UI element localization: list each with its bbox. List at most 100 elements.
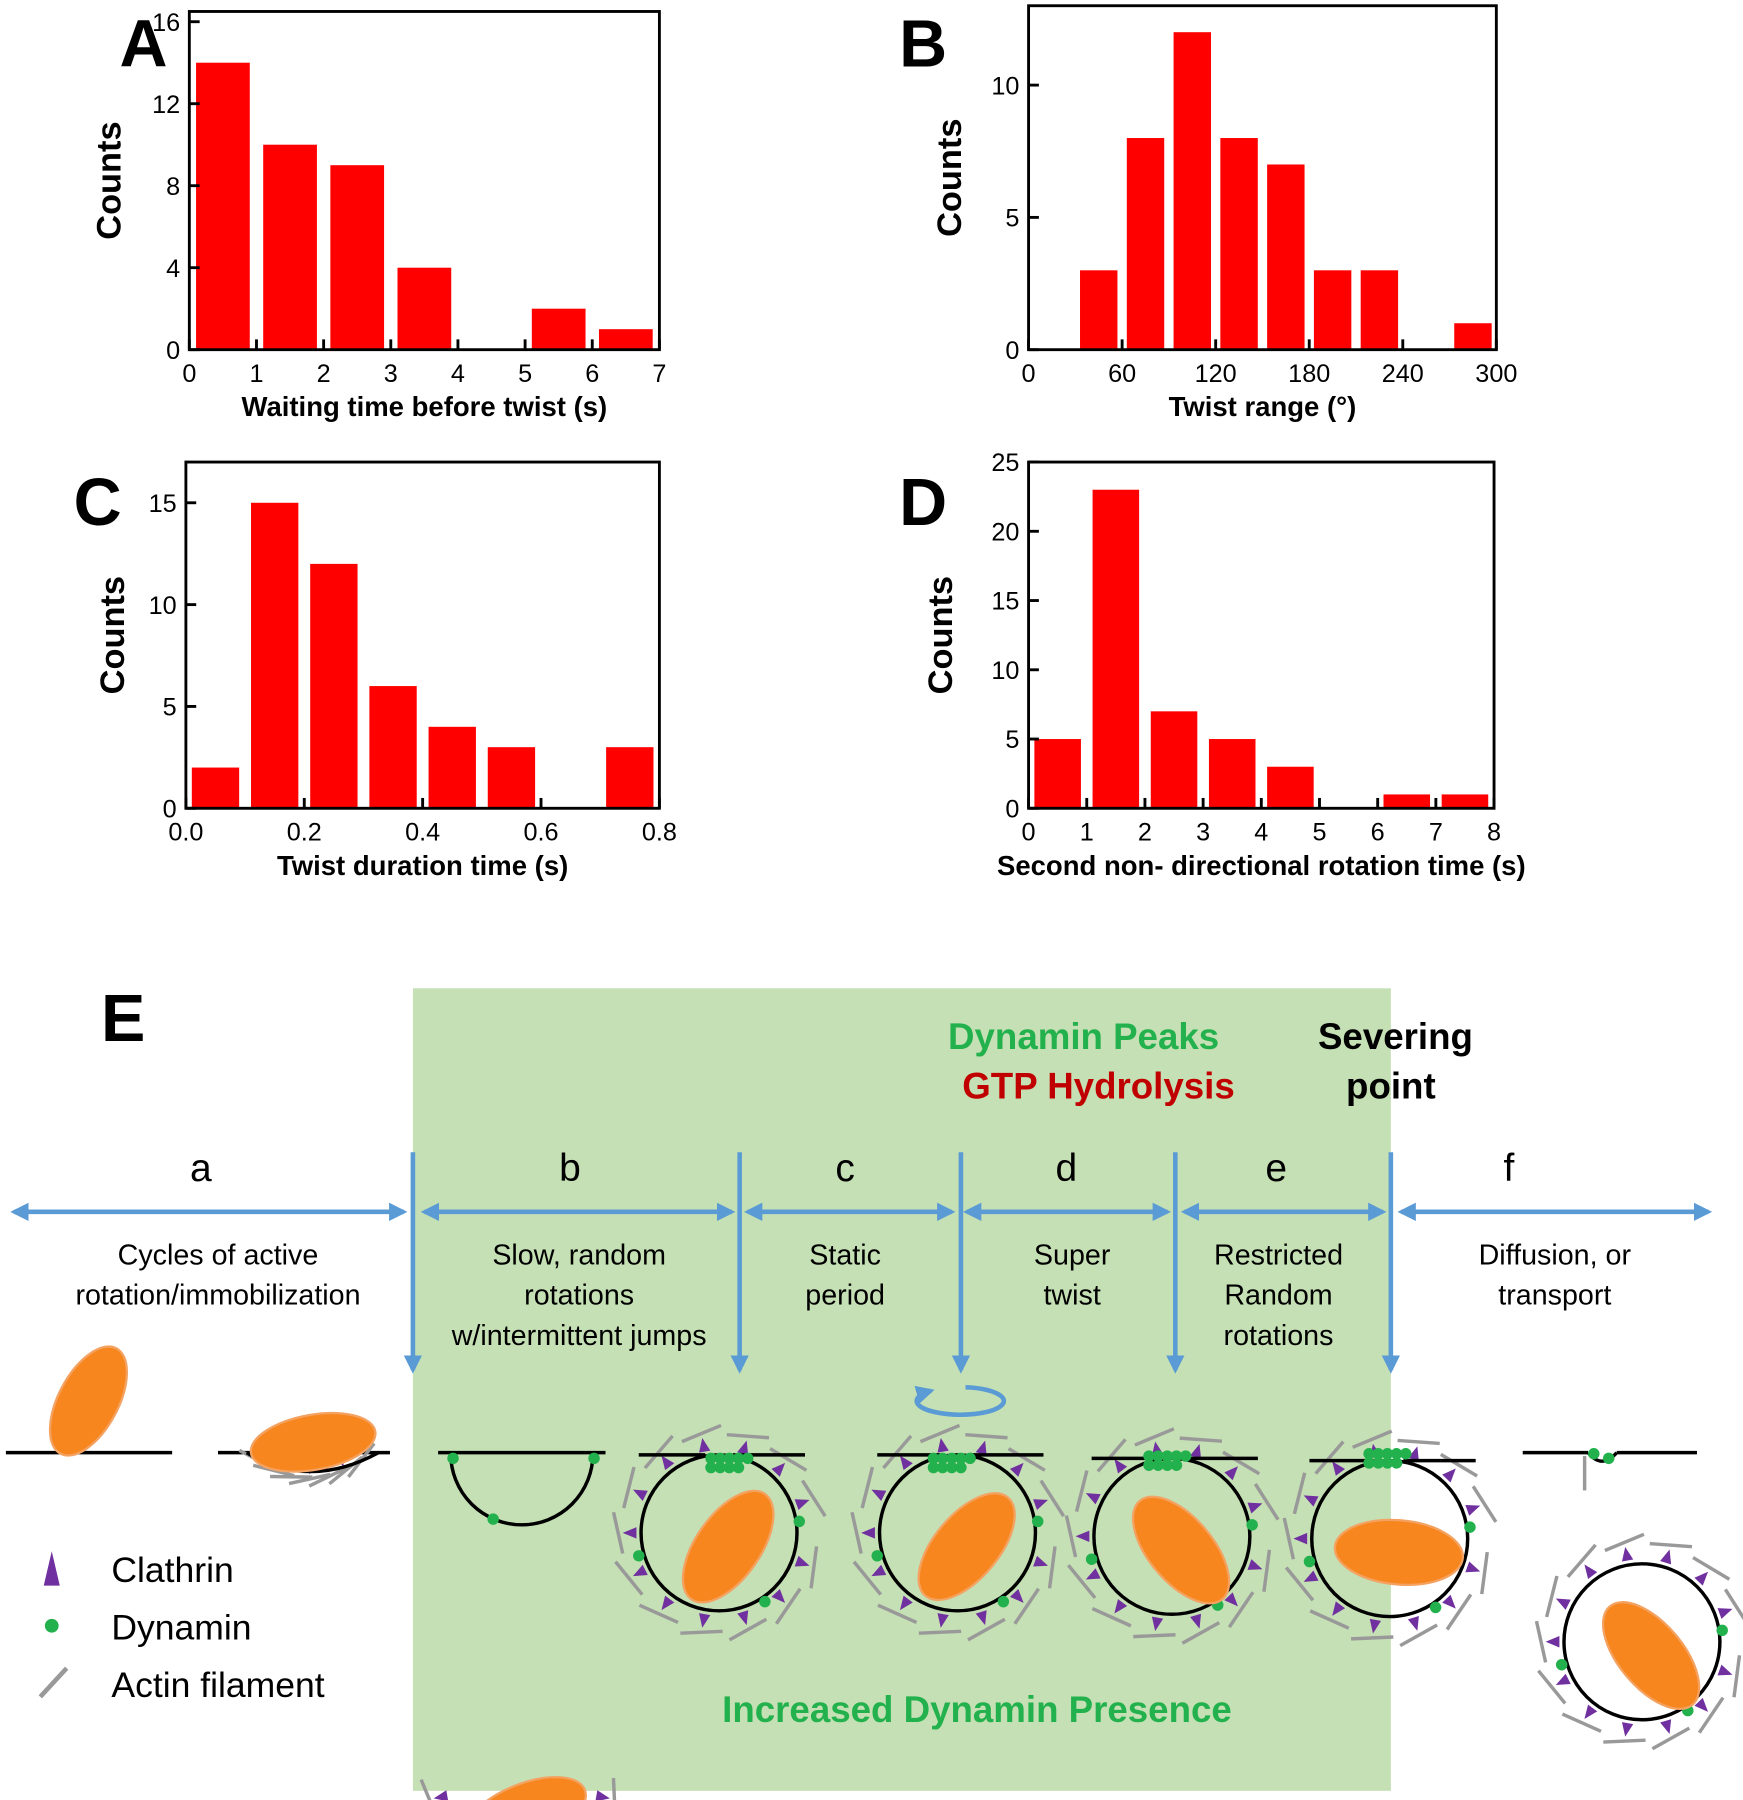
actin — [1471, 1485, 1498, 1523]
x-tick-label: 1 — [249, 360, 263, 388]
panel-letter: C — [74, 466, 122, 540]
actin — [638, 1603, 679, 1625]
actin — [680, 1629, 723, 1635]
clathrin — [1190, 1613, 1202, 1629]
panel-letter: B — [899, 7, 947, 81]
actin — [1566, 1543, 1597, 1578]
x-tick-label: 7 — [652, 360, 666, 388]
actin — [614, 1560, 644, 1596]
dynamin — [955, 1461, 967, 1474]
actin — [726, 1432, 770, 1440]
actin — [1399, 1623, 1438, 1648]
panel-letter: D — [899, 466, 947, 540]
y-tick-label: 8 — [166, 173, 180, 201]
y-tick-label: 25 — [991, 449, 1019, 477]
clathrin — [1009, 1462, 1024, 1477]
x-tick-label: 7 — [1429, 818, 1443, 846]
y-tick-label: 4 — [166, 255, 180, 283]
actin — [1091, 1607, 1132, 1628]
dynamin — [723, 1452, 736, 1465]
bar — [196, 62, 250, 350]
clathrin — [1442, 1468, 1456, 1483]
dynamin — [964, 1452, 976, 1465]
x-tick-label: 2 — [317, 360, 331, 388]
actin — [1397, 1438, 1440, 1446]
actin — [1697, 1696, 1725, 1734]
x-axis-label: Waiting time before twist (s) — [242, 391, 608, 422]
clathrin — [1114, 1459, 1128, 1474]
clathrin — [1247, 1502, 1263, 1514]
stage-label: b — [559, 1147, 581, 1190]
clathrin — [1621, 1722, 1634, 1737]
bar — [1383, 794, 1431, 809]
dynamin — [1381, 1448, 1394, 1460]
dynamin — [1602, 1452, 1615, 1465]
actin — [643, 1434, 674, 1470]
clathrin — [1717, 1664, 1733, 1676]
actin — [1351, 1635, 1394, 1641]
dynamin — [997, 1595, 1010, 1608]
dynamin — [793, 1515, 806, 1528]
x-tick-label: 2 — [1138, 818, 1152, 846]
clathrin — [1407, 1616, 1419, 1631]
stage-description: rotations — [1224, 1320, 1334, 1352]
dynamin — [927, 1452, 940, 1465]
clathrin — [1694, 1571, 1709, 1586]
y-axis-label: Counts — [91, 121, 129, 239]
clathrin — [1151, 1616, 1164, 1632]
clathrin — [433, 1790, 449, 1800]
actin — [1039, 1479, 1066, 1518]
cargo — [1333, 1518, 1465, 1586]
clathrin — [937, 1438, 949, 1453]
axes-frame — [1027, 4, 1498, 352]
actin — [1284, 1566, 1315, 1602]
clathrin — [1247, 1559, 1263, 1570]
y-tick-label: 15 — [991, 588, 1019, 616]
bar — [1454, 323, 1492, 350]
y-axis-label: Counts — [922, 576, 960, 694]
actin — [1074, 1470, 1089, 1512]
clathrin — [975, 1610, 987, 1626]
dynamin — [1246, 1519, 1258, 1531]
clathrin — [1694, 1697, 1709, 1712]
stage-description: Random — [1224, 1280, 1332, 1312]
dynamin — [1143, 1450, 1155, 1462]
actin — [1222, 1450, 1261, 1476]
legend-clathrin-icon — [43, 1551, 60, 1586]
x-axis-label: Second non- directional rotation time (s… — [997, 850, 1526, 881]
actin — [769, 1447, 808, 1472]
clathrin — [1224, 1592, 1238, 1607]
clathrin — [1555, 1598, 1571, 1610]
dynamin — [1372, 1457, 1384, 1469]
panel-letter: E — [101, 982, 145, 1056]
dynamin — [1555, 1658, 1568, 1671]
actin — [1603, 1738, 1646, 1744]
dynamin — [1085, 1553, 1098, 1565]
y-tick-label: 10 — [991, 72, 1019, 100]
y-tick-label: 15 — [149, 490, 177, 518]
severing-label: Severing — [1318, 1016, 1473, 1057]
actin — [1134, 1427, 1175, 1447]
dynamin — [936, 1452, 949, 1465]
clathrin — [1369, 1618, 1382, 1634]
bar — [1220, 138, 1258, 350]
clathrin — [1224, 1466, 1238, 1481]
actin — [611, 1777, 617, 1800]
y-tick-label: 0 — [1005, 795, 1019, 823]
clathrin — [1085, 1568, 1101, 1580]
actin — [419, 1778, 432, 1800]
clathrin — [899, 1595, 913, 1611]
actin — [850, 1511, 863, 1554]
clathrin — [699, 1613, 711, 1628]
stage-description: rotation/immobilization — [75, 1280, 360, 1312]
actin — [1439, 1452, 1478, 1478]
clathrin — [661, 1595, 675, 1611]
legend-label: Clathrin — [111, 1550, 233, 1590]
clathrin — [861, 1527, 875, 1539]
dynamin — [946, 1452, 958, 1465]
dynamin — [705, 1461, 717, 1474]
dynamin — [732, 1461, 745, 1474]
x-tick-label: 4 — [451, 360, 465, 388]
x-tick-label: 0 — [1022, 818, 1036, 846]
clathrin — [1465, 1561, 1481, 1573]
